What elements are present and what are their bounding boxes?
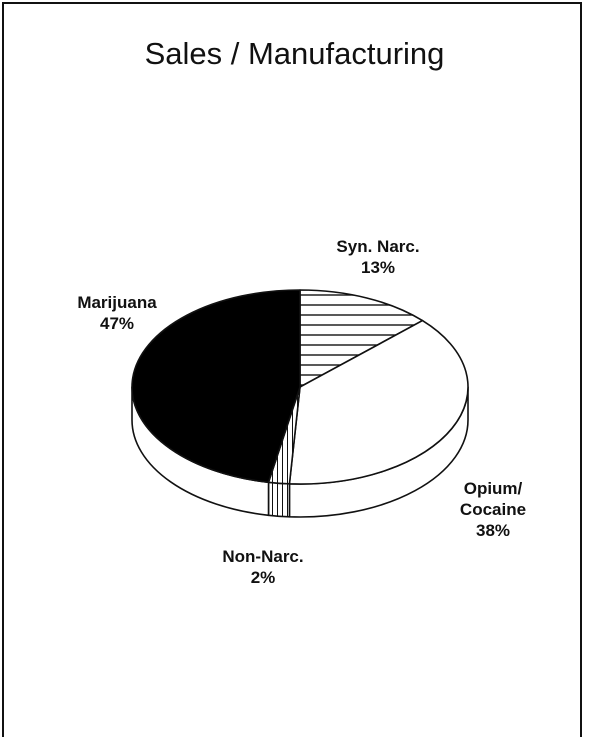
slice-percent-marijuana: 47% xyxy=(99,314,135,333)
pie-slice-marijuana xyxy=(131,289,301,484)
pie-side-non-narc xyxy=(267,481,291,518)
slice-name-marijuana: Marijuana xyxy=(77,293,157,312)
chart-title: Sales / Manufacturing xyxy=(144,36,445,71)
slice-name-cocaine: Cocaine xyxy=(459,500,527,519)
slice-label-marijuana: Marijuana 47% xyxy=(52,292,182,334)
slice-name-opium: Opium/ xyxy=(463,479,523,498)
slice-label-non-narc: Non-Narc. 2% xyxy=(198,546,328,588)
slice-percent-non-narc: 2% xyxy=(250,568,276,587)
pie-slice-syn-narc xyxy=(299,289,424,388)
slice-label-opium-cocaine: Opium/ Cocaine 38% xyxy=(428,478,558,541)
slice-name-non-narc: Non-Narc. xyxy=(222,547,304,566)
slice-percent-opium-cocaine: 38% xyxy=(475,521,511,540)
pie-slice-opium-cocaine xyxy=(288,319,469,485)
slice-label-syn-narc: Syn. Narc. 13% xyxy=(318,236,438,278)
slice-name-syn-narc: Syn. Narc. xyxy=(336,237,420,256)
slice-percent-syn-narc: 13% xyxy=(360,258,396,277)
